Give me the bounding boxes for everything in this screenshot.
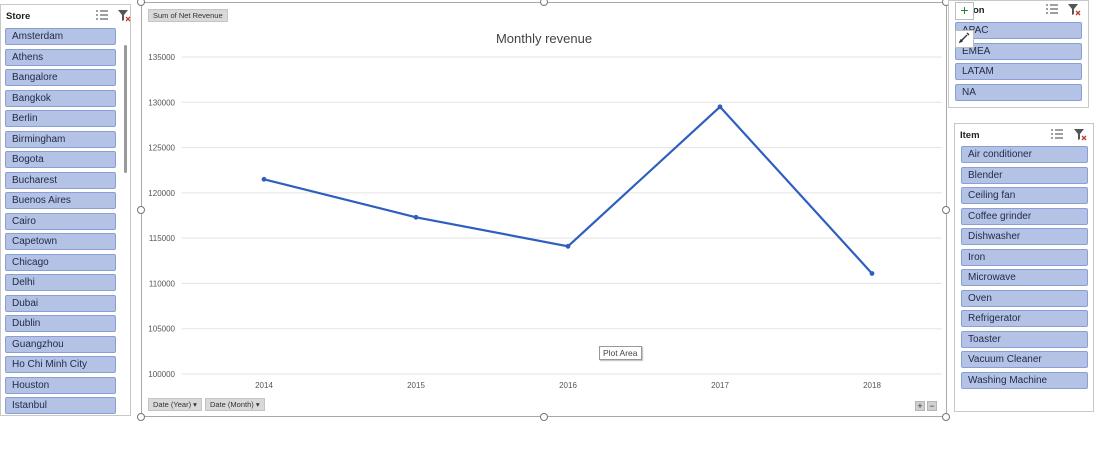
x-tick-label: 2016 — [559, 381, 577, 390]
y-tick-label: 120000 — [148, 189, 175, 198]
multi-select-icon[interactable] — [1045, 3, 1059, 16]
store-slicer-title: Store — [6, 11, 31, 22]
resize-handle[interactable] — [942, 206, 950, 214]
region-slicer-item[interactable]: LATAM — [955, 63, 1082, 80]
region-slicer-item[interactable]: APAC — [955, 22, 1082, 39]
chart-elements-button[interactable]: + — [955, 2, 974, 20]
item-slicer-item[interactable]: Coffee grinder — [961, 207, 1088, 225]
x-tick-label: 2015 — [407, 381, 425, 390]
item-slicer-item[interactable]: Ceiling fan — [961, 187, 1088, 204]
plot-area[interactable]: 100000 105000 110000 115000 120000 125000 1300… — [142, 3, 948, 418]
resize-handle[interactable] — [540, 0, 548, 6]
data-point — [413, 214, 419, 220]
store-slicer: Store Amsterdam Athens Bangalore Bangkok Ber… — [0, 4, 131, 416]
collapse-field-button[interactable]: − — [927, 401, 937, 411]
x-tick-label: 2018 — [863, 381, 881, 390]
year-field-label: Date (Year) — [153, 400, 192, 409]
chart-styles-button[interactable] — [955, 30, 974, 48]
region-slicer-title: on — [973, 5, 985, 16]
resize-handle[interactable] — [137, 206, 145, 214]
clear-filter-icon[interactable] — [117, 9, 131, 22]
item-slicer: Item Air conditioner Blender Ceiling fan Co… — [954, 123, 1094, 412]
resize-handle[interactable] — [137, 413, 145, 421]
store-slicer-item[interactable]: Chicago — [5, 253, 116, 271]
y-tick-label: 130000 — [148, 98, 175, 107]
brush-icon — [957, 32, 969, 44]
store-slicer-scrollbar[interactable] — [124, 45, 127, 173]
multi-select-icon[interactable] — [95, 9, 109, 22]
store-slicer-item[interactable]: Guangzhou — [5, 335, 116, 353]
store-slicer-item[interactable]: Birmingham — [5, 130, 116, 148]
data-point — [261, 176, 267, 182]
store-slicer-item[interactable]: Bangalore — [5, 69, 116, 86]
store-slicer-item[interactable]: Houston — [5, 376, 116, 394]
multi-select-icon[interactable] — [1050, 128, 1064, 141]
item-slicer-item[interactable]: Blender — [961, 166, 1088, 184]
y-tick-label: 125000 — [148, 144, 175, 153]
year-field-button[interactable]: Date (Year) ▾ — [148, 398, 202, 411]
item-slicer-header: Item — [955, 124, 1093, 146]
expand-field-button[interactable]: + — [915, 401, 925, 411]
store-slicer-item[interactable]: Dubai — [5, 294, 116, 312]
store-slicer-item[interactable]: Amsterdam — [5, 28, 116, 45]
y-tick-label: 110000 — [149, 279, 176, 288]
region-slicer-item[interactable]: NA — [955, 83, 1082, 101]
store-slicer-item[interactable]: Delhi — [5, 274, 116, 291]
item-slicer-item[interactable]: Microwave — [961, 269, 1088, 286]
store-slicer-item[interactable]: Istanbul — [5, 397, 116, 414]
store-slicer-item[interactable]: Dublin — [5, 315, 116, 332]
store-slicer-item[interactable]: Bangkok — [5, 89, 116, 107]
item-slicer-item[interactable]: Vacuum Cleaner — [961, 351, 1088, 368]
item-slicer-item[interactable]: Toaster — [961, 330, 1088, 348]
clear-filter-icon[interactable] — [1073, 128, 1087, 141]
values-field-button[interactable]: Sum of Net Revenue — [148, 9, 228, 22]
item-slicer-item[interactable]: Washing Machine — [961, 371, 1088, 389]
store-slicer-item[interactable]: Bogota — [5, 151, 116, 168]
month-field-label: Date (Month) — [210, 400, 254, 409]
item-slicer-title: Item — [960, 130, 980, 141]
x-tick-label: 2017 — [711, 381, 729, 390]
store-slicer-header: Store — [1, 5, 131, 27]
resize-handle[interactable] — [137, 0, 145, 6]
item-slicer-item[interactable]: Oven — [961, 289, 1088, 307]
item-slicer-item[interactable]: Iron — [961, 248, 1088, 266]
y-tick-label: 135000 — [148, 53, 175, 62]
chart-title: Monthly revenue — [495, 31, 593, 46]
pivot-chart[interactable]: Sum of Net Revenue Monthly revenue 10000… — [141, 2, 947, 417]
store-slicer-item[interactable]: Athens — [5, 48, 116, 66]
data-point — [869, 271, 875, 276]
item-slicer-item[interactable]: Air conditioner — [961, 146, 1088, 163]
plot-area-tooltip: Plot Area — [599, 346, 642, 360]
item-slicer-item[interactable]: Refrigerator — [961, 310, 1088, 327]
item-slicer-item[interactable]: Dishwasher — [961, 228, 1088, 245]
clear-filter-icon[interactable] — [1067, 3, 1081, 16]
store-slicer-item[interactable]: Ho Chi Minh City — [5, 356, 116, 373]
y-tick-label: 105000 — [148, 325, 175, 334]
region-slicer-item[interactable]: EMEA — [955, 42, 1082, 60]
store-slicer-item[interactable]: Berlin — [5, 110, 116, 127]
dropdown-arrow-icon: ▾ — [193, 400, 197, 409]
data-point — [717, 104, 723, 110]
y-tick-label: 115000 — [149, 234, 176, 243]
x-tick-label: 2014 — [255, 381, 273, 390]
data-point — [565, 243, 571, 249]
dropdown-arrow-icon: ▾ — [255, 400, 260, 409]
y-tick-label: 100000 — [148, 370, 175, 379]
month-field-button[interactable]: Date (Month) ▾ — [205, 398, 265, 411]
store-slicer-item[interactable]: Cairo — [5, 212, 116, 230]
resize-handle[interactable] — [942, 413, 950, 421]
resize-handle[interactable] — [540, 413, 548, 421]
store-slicer-item[interactable]: Buenos Aires — [5, 192, 116, 209]
store-slicer-item[interactable]: Bucharest — [5, 171, 116, 189]
region-slicer-header: on — [949, 0, 1088, 21]
store-slicer-item[interactable]: Capetown — [5, 233, 116, 250]
